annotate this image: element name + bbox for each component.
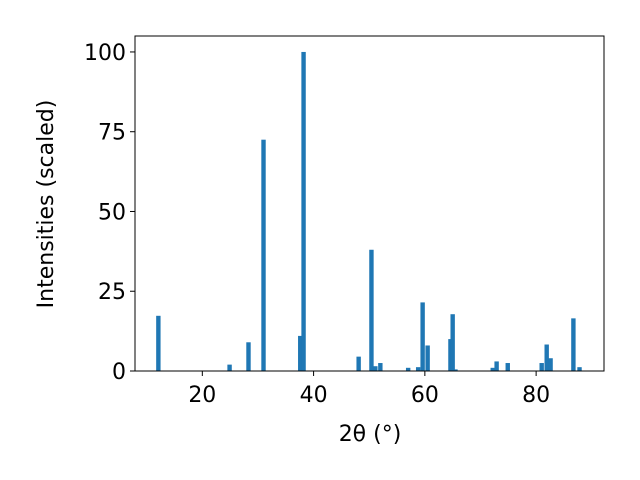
bar <box>405 367 411 371</box>
bar <box>548 358 553 371</box>
bar <box>369 249 374 371</box>
bar <box>490 367 495 371</box>
bar <box>227 364 232 371</box>
bar <box>505 363 510 371</box>
bar <box>156 315 161 371</box>
bar <box>420 302 425 371</box>
plot-frame <box>134 35 605 372</box>
y-tick-label: 100 <box>84 41 126 66</box>
bar <box>373 366 378 371</box>
x-tick-label: 20 <box>188 383 216 408</box>
bar <box>494 361 499 371</box>
bar <box>544 344 549 371</box>
bar <box>539 363 544 371</box>
bar <box>577 367 582 371</box>
x-tick-label: 60 <box>411 383 439 408</box>
bar <box>246 342 251 371</box>
bar <box>453 369 458 371</box>
x-tick-label: 40 <box>300 383 328 408</box>
y-tick-label: 50 <box>98 200 126 225</box>
y-tick-label: 0 <box>112 360 126 385</box>
x-axis-label: 2θ (°) <box>339 422 402 447</box>
y-tick-label: 75 <box>98 121 126 146</box>
y-tick-label: 25 <box>98 280 126 305</box>
bar <box>425 345 430 371</box>
x-tick-label: 80 <box>522 383 550 408</box>
bar <box>261 139 266 371</box>
bar <box>448 339 453 371</box>
y-axis-label: Intensities (scaled) <box>34 100 59 309</box>
bar <box>571 318 576 371</box>
bar <box>450 314 455 371</box>
bar <box>378 363 383 371</box>
bar <box>301 51 306 371</box>
bar <box>356 356 361 371</box>
bar <box>415 367 421 371</box>
bar <box>298 335 303 371</box>
